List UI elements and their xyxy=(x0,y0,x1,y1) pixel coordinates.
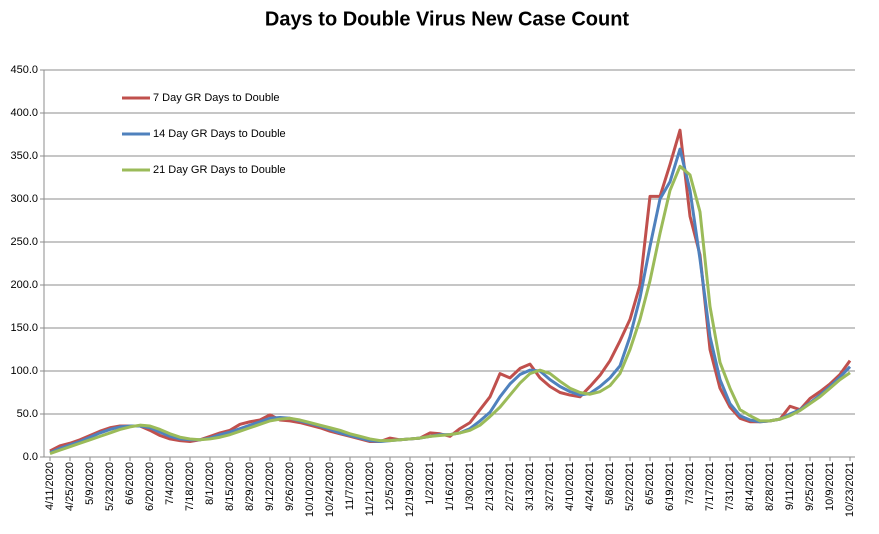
legend-label: 7 Day GR Days to Double xyxy=(153,92,280,104)
x-tick-label: 8/1/2020 xyxy=(204,462,216,505)
x-tick-label: 12/19/2020 xyxy=(404,462,416,517)
y-tick-label: 250.0 xyxy=(10,236,38,248)
x-tick-label: 1/16/2021 xyxy=(444,462,456,511)
x-tick-label: 7/31/2021 xyxy=(724,462,736,511)
x-tick-label: 8/14/2021 xyxy=(744,462,756,511)
y-tick-label: 50.0 xyxy=(17,408,38,420)
x-tick-label: 4/10/2021 xyxy=(564,462,576,511)
x-tick-label: 9/11/2021 xyxy=(784,462,796,510)
x-tick-label: 7/4/2020 xyxy=(164,462,176,505)
y-tick-label: 0.0 xyxy=(23,451,38,463)
x-tick-label: 9/26/2020 xyxy=(284,462,296,511)
x-tick-label: 8/29/2020 xyxy=(244,462,256,511)
y-tick-label: 350.0 xyxy=(10,150,38,162)
y-tick-label: 200.0 xyxy=(10,279,38,291)
x-tick-label: 5/9/2020 xyxy=(84,462,96,505)
x-tick-label: 11/7/2020 xyxy=(344,462,356,510)
x-tick-label: 2/13/2021 xyxy=(484,462,496,511)
x-tick-label: 4/11/2020 xyxy=(44,462,56,510)
x-tick-label: 1/2/2021 xyxy=(424,462,436,505)
x-tick-label: 6/20/2020 xyxy=(144,462,156,511)
y-tick-label: 400.0 xyxy=(10,107,38,119)
x-tick-label: 8/28/2021 xyxy=(764,462,776,511)
x-tick-label: 6/5/2021 xyxy=(644,462,656,505)
x-tick-label: 6/19/2021 xyxy=(664,462,676,511)
legend-label: 14 Day GR Days to Double xyxy=(153,128,286,140)
x-tick-label: 8/15/2020 xyxy=(224,462,236,511)
x-tick-label: 2/27/2021 xyxy=(504,462,516,511)
series-line xyxy=(49,128,852,453)
x-tick-label: 5/8/2021 xyxy=(604,462,616,505)
x-tick-label: 3/13/2021 xyxy=(524,462,536,511)
x-tick-label: 7/3/2021 xyxy=(684,462,696,505)
x-tick-label: 9/25/2021 xyxy=(804,462,816,511)
x-tick-label: 1/30/2021 xyxy=(464,462,476,511)
x-tick-label: 12/5/2020 xyxy=(384,462,396,511)
x-tick-label: 9/12/2020 xyxy=(264,462,276,511)
series-line xyxy=(49,164,851,455)
y-tick-label: 150.0 xyxy=(10,322,38,334)
x-tick-label: 4/24/2021 xyxy=(584,462,596,511)
x-tick-label: 7/17/2021 xyxy=(704,462,716,511)
x-tick-label: 3/27/2021 xyxy=(544,462,556,511)
x-tick-label: 6/6/2020 xyxy=(124,462,136,505)
x-tick-label: 4/25/2020 xyxy=(64,462,76,511)
y-tick-label: 100.0 xyxy=(10,365,38,377)
x-tick-label: 5/22/2021 xyxy=(624,462,636,511)
y-tick-label: 450.0 xyxy=(10,64,38,76)
legend-label: 21 Day GR Days to Double xyxy=(153,164,286,176)
x-tick-label: 10/9/2021 xyxy=(824,462,836,511)
x-tick-label: 10/24/2020 xyxy=(324,462,336,517)
x-tick-label: 10/23/2021 xyxy=(844,462,856,517)
x-tick-label: 7/18/2020 xyxy=(184,462,196,511)
x-tick-label: 5/23/2020 xyxy=(104,462,116,511)
x-tick-label: 11/21/2020 xyxy=(364,462,376,516)
y-tick-label: 300.0 xyxy=(10,193,38,205)
x-tick-label: 10/10/2020 xyxy=(304,462,316,517)
chart-title: Days to Double Virus New Case Count xyxy=(265,8,629,30)
